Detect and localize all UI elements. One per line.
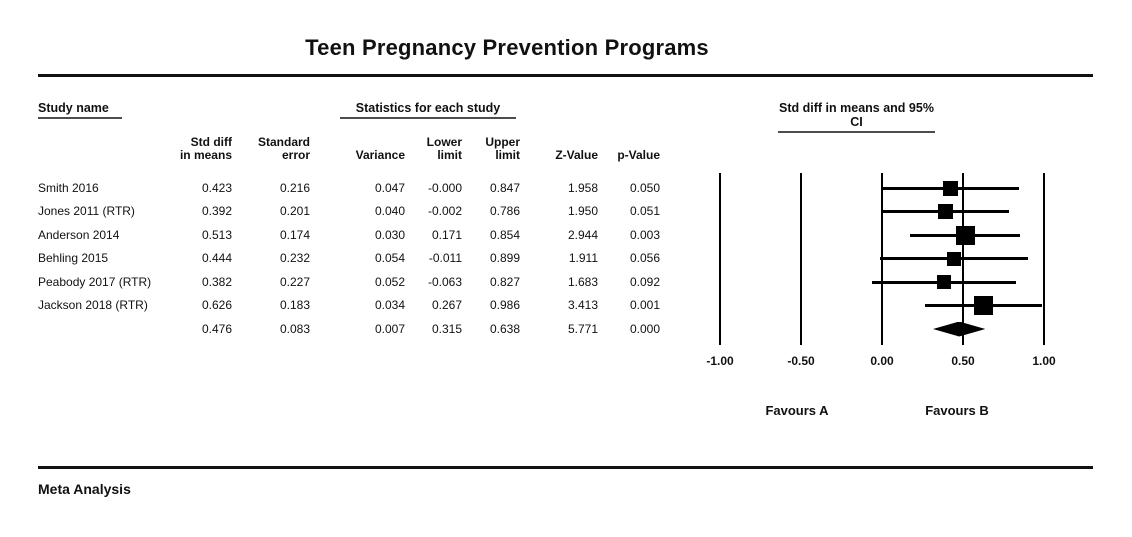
study-name-cell: Peabody 2017 (RTR): [38, 274, 152, 289]
study-name-cell: Behling 2015: [38, 251, 109, 266]
favours-a-label: Favours A: [765, 403, 829, 418]
table-row: Smith 2016 0.423 0.216 0.047 -0.000 0.847 1.95…: [38, 176, 660, 200]
axis-tick-label: 0.00: [870, 354, 894, 368]
value-cell: 0.382: [201, 274, 232, 289]
study-name-cell: Smith 2016: [38, 180, 99, 195]
summary-diamond: [933, 321, 986, 337]
value-cell: 0.423: [201, 180, 232, 195]
column-header-limit: Lower limit: [426, 135, 462, 162]
value-cell: 0.040: [374, 204, 405, 219]
column-header-variance: Variance: [355, 147, 405, 162]
axis-tick-label: 0.50: [951, 354, 975, 368]
value-cell: 0.007: [374, 321, 405, 336]
table-header-row: Std diff in means Standard error Variance Lo…: [38, 131, 660, 176]
ci-group-header: Std diff in means and 95% CI: [778, 101, 935, 133]
column-header-p-value: p-Value: [617, 147, 660, 162]
value-cell: 2.944: [567, 227, 598, 242]
value-cell: 0.174: [279, 227, 310, 242]
value-cell: 3.413: [567, 298, 598, 313]
table-row: Peabody 2017 (RTR) 0.382 0.227 0.052 -0.063 0…: [38, 270, 660, 294]
axis-tick-label: -1.00: [706, 354, 734, 368]
value-cell: -0.002: [427, 204, 462, 219]
table-row: Jackson 2018 (RTR) 0.626 0.183 0.034 0.267 0.…: [38, 294, 660, 318]
meta-analysis-label: Meta Analysis: [38, 481, 131, 497]
value-cell: 0.986: [489, 298, 520, 313]
table-row: Jones 2011 (RTR) 0.392 0.201 0.040 -0.002 0.7…: [38, 200, 660, 224]
effect-size-marker: [938, 204, 953, 219]
value-cell: 0.444: [201, 251, 232, 266]
value-cell: 0.030: [374, 227, 405, 242]
value-cell: 0.051: [629, 204, 660, 219]
value-cell: 1.958: [567, 180, 598, 195]
value-cell: 0.854: [489, 227, 520, 242]
table-body: Smith 2016 0.423 0.216 0.047 -0.000 0.847 1.95…: [38, 176, 660, 341]
value-cell: 0.034: [374, 298, 405, 313]
value-cell: 0.476: [201, 321, 232, 336]
axis-gridline: [800, 173, 802, 345]
value-cell: 0.267: [431, 298, 462, 313]
value-cell: 0.315: [431, 321, 462, 336]
value-cell: 0.638: [489, 321, 520, 336]
value-cell: 0.183: [279, 298, 310, 313]
study-name-cell: Jackson 2018 (RTR): [38, 298, 148, 313]
value-cell: 0.083: [279, 321, 310, 336]
value-cell: 0.786: [489, 204, 520, 219]
value-cell: 1.683: [567, 274, 598, 289]
table-row: Anderson 2014 0.513 0.174 0.030 0.171 0.854 2.…: [38, 223, 660, 247]
favours-b-label: Favours B: [925, 403, 989, 418]
effect-size-marker: [946, 251, 961, 266]
value-cell: 0.392: [201, 204, 232, 219]
effect-size-marker: [973, 296, 993, 315]
bottom-divider: [38, 466, 1093, 469]
value-cell: 1.950: [567, 204, 598, 219]
value-cell: 0.216: [279, 180, 310, 195]
value-cell: -0.063: [427, 274, 462, 289]
value-cell: 0.047: [374, 180, 405, 195]
table-row: Behling 2015 0.444 0.232 0.054 -0.011 0.899 1.…: [38, 247, 660, 271]
axis-gridline: [719, 173, 721, 345]
column-header-in-means: Std diff in means: [179, 135, 232, 162]
statistics-table: Std diff in means Standard error Variance Lo…: [38, 131, 660, 341]
value-cell: 0.827: [489, 274, 520, 289]
effect-size-marker: [955, 225, 975, 245]
summary-row: 0.476 0.083 0.007 0.315 0.638 5.771 0.000: [38, 317, 660, 341]
value-cell: 0.054: [374, 251, 405, 266]
axis-gridline: [1043, 173, 1045, 345]
value-cell: 0.513: [201, 227, 232, 242]
value-cell: 0.003: [629, 227, 660, 242]
column-header-limit: Upper limit: [485, 135, 520, 162]
axis-tick-label: 1.00: [1032, 354, 1056, 368]
value-cell: 0.899: [489, 251, 520, 266]
value-cell: 5.771: [567, 321, 598, 336]
value-cell: 0.227: [279, 274, 310, 289]
value-cell: 0.000: [629, 321, 660, 336]
statistics-group-header: Statistics for each study: [340, 101, 516, 119]
effect-size-marker: [943, 180, 959, 196]
value-cell: 0.056: [629, 251, 660, 266]
value-cell: 0.092: [629, 274, 660, 289]
study-name-cell: Anderson 2014: [38, 227, 120, 242]
value-cell: 0.050: [629, 180, 660, 195]
effect-size-marker: [936, 275, 951, 289]
value-cell: 1.911: [568, 251, 598, 266]
column-header-z-value: Z-Value: [555, 147, 598, 162]
page-title: Teen Pregnancy Prevention Programs: [305, 35, 709, 60]
value-cell: -0.011: [428, 251, 462, 266]
study-name-group-header: Study name: [38, 101, 122, 119]
value-cell: 0.626: [201, 298, 232, 313]
column-header-error: Standard error: [257, 135, 310, 162]
top-divider: [38, 74, 1093, 77]
value-cell: 0.201: [279, 204, 310, 219]
value-cell: 0.001: [629, 298, 660, 313]
study-name-cell: Jones 2011 (RTR): [38, 204, 135, 219]
value-cell: 0.232: [279, 251, 310, 266]
axis-tick-label: -0.50: [787, 354, 815, 368]
value-cell: 0.847: [489, 180, 520, 195]
value-cell: 0.171: [431, 227, 462, 242]
value-cell: -0.000: [427, 180, 462, 195]
value-cell: 0.052: [374, 274, 405, 289]
